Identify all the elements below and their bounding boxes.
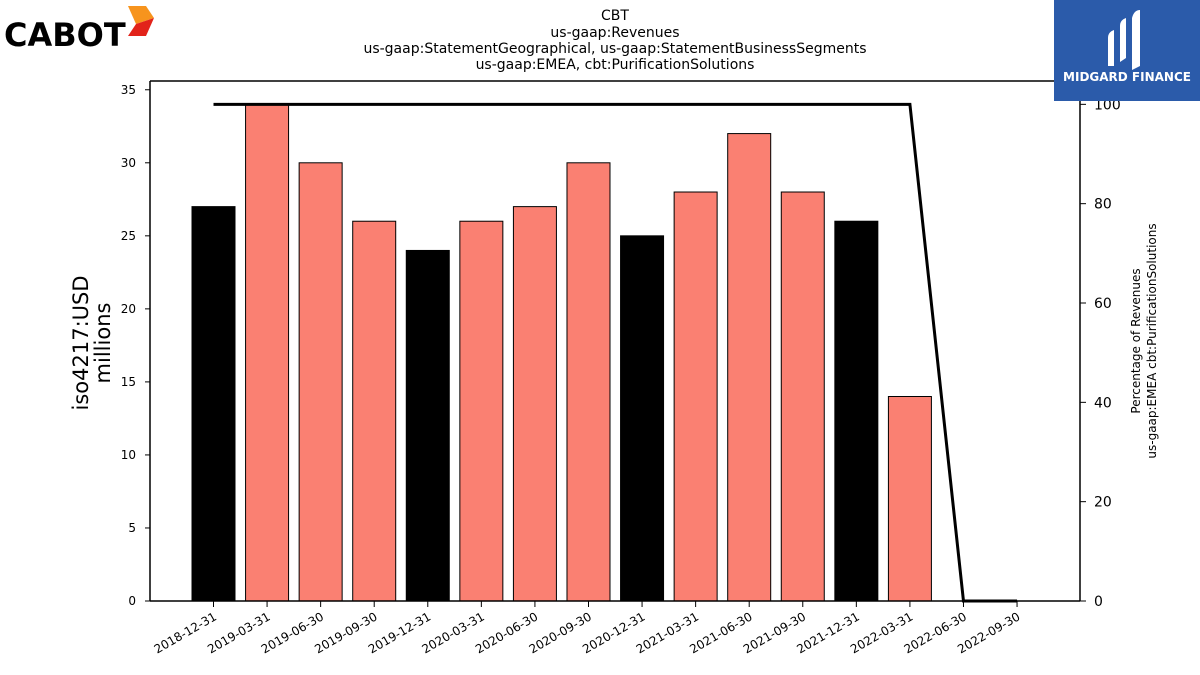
title-line-2: us-gaap:Revenues	[550, 25, 679, 41]
bar-2020-03-31	[459, 220, 504, 602]
bar-2020-06-30	[512, 206, 557, 602]
y-axis-ticks: 0 5 10 15 20 25 30 35	[121, 83, 150, 608]
y2-tick-label: 100	[1094, 97, 1121, 113]
y-tick-label: 30	[121, 156, 136, 170]
midgard-logo-mark	[1108, 10, 1140, 70]
y2-axis-label-line-2: us-gaap:EMEA cbt:PurificationSolutions	[1145, 223, 1159, 458]
cabot-logo-mark-top	[128, 6, 154, 24]
y2-axis-label: Percentage of Revenues us-gaap:EMEA cbt:…	[1129, 223, 1159, 458]
bar-2020-09-30	[566, 162, 611, 602]
bar-2019-12-31	[405, 249, 450, 602]
bar-2019-06-30	[298, 162, 343, 602]
y-axis-label: iso4217:USD millions	[69, 275, 115, 410]
y-tick-label: 35	[121, 83, 136, 97]
cabot-logo-mark-bottom	[128, 18, 154, 36]
y-tick-label: 15	[121, 375, 136, 389]
y2-tick-label: 20	[1094, 495, 1112, 511]
percentage-line	[213, 102, 1018, 603]
y-tick-label: 5	[128, 521, 136, 535]
bar-2019-09-30	[352, 220, 397, 602]
bar-2021-06-30	[727, 133, 772, 602]
midgard-finance-logo: MIDGARD FINANCE	[1054, 0, 1200, 101]
y2-axis-ticks: 0 20 40 60 80 100	[1080, 97, 1121, 610]
bar-2020-12-31	[620, 235, 665, 602]
chart-title: CBT us-gaap:Revenues us-gaap:StatementGe…	[363, 8, 866, 73]
y-tick-label: 25	[121, 229, 136, 243]
cabot-logo: CABOT	[4, 6, 154, 54]
y-tick-label: 10	[121, 448, 136, 462]
y2-tick-label: 40	[1094, 395, 1112, 411]
axes	[149, 80, 1081, 602]
bar-series	[191, 103, 932, 602]
bar-2021-03-31	[673, 191, 718, 602]
y-tick-label: 20	[121, 302, 136, 316]
y2-tick-label: 80	[1094, 197, 1112, 213]
y2-axis-label-line-1: Percentage of Revenues	[1129, 268, 1143, 413]
y-axis-label-line-1: iso4217:USD	[69, 275, 93, 410]
cabot-logo-text: CABOT	[4, 16, 126, 54]
y-axis-label-line-2: millions	[91, 303, 115, 384]
bar-2019-03-31	[245, 103, 290, 602]
x-axis-ticks: 2018-12-312019-03-312019-06-302019-09-30…	[152, 601, 1023, 656]
bar-2022-03-31	[887, 396, 932, 602]
midgard-logo-background	[1054, 0, 1200, 101]
title-line-1: CBT	[601, 8, 629, 24]
y2-tick-label: 60	[1094, 296, 1112, 312]
title-line-3: us-gaap:StatementGeographical, us-gaap:S…	[363, 41, 866, 57]
bar-2021-09-30	[780, 191, 825, 602]
midgard-logo-text: MIDGARD FINANCE	[1063, 70, 1191, 84]
bar-2021-12-31	[834, 220, 879, 602]
bar-2018-12-31	[191, 206, 236, 602]
y-tick-label: 0	[128, 594, 136, 608]
y2-tick-label: 0	[1094, 594, 1103, 610]
title-line-4: us-gaap:EMEA, cbt:PurificationSolutions	[476, 57, 755, 73]
